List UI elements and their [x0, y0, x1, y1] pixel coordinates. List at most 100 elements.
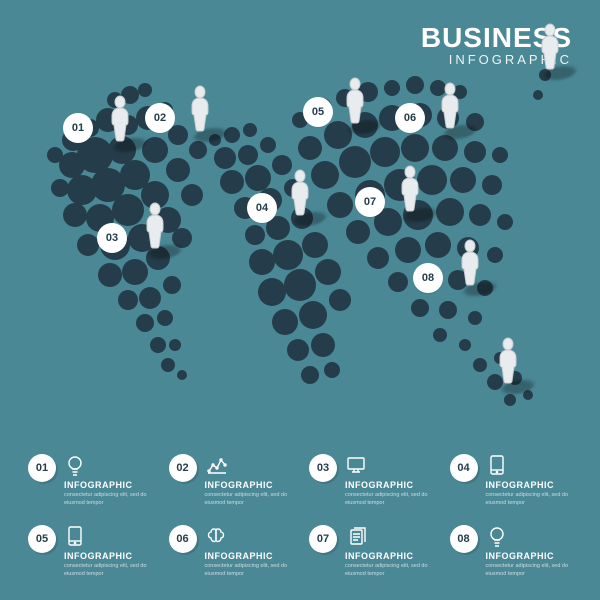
map-dot	[118, 290, 138, 310]
info-item: 06INFOGRAPHICconsectetur adipiscing elit…	[169, 525, 292, 578]
info-number-badge: 03	[309, 454, 337, 482]
map-dot	[464, 141, 486, 163]
map-dot	[163, 276, 181, 294]
docs-icon	[345, 525, 432, 547]
info-title: INFOGRAPHIC	[486, 480, 573, 490]
person-pin-icon	[187, 84, 213, 138]
info-item: 08 INFOGRAPHICconsectetur adipiscing elit…	[450, 525, 573, 578]
map-dot	[388, 272, 408, 292]
info-title: INFOGRAPHIC	[64, 480, 151, 490]
person-pin-icon	[142, 201, 168, 255]
chart-icon	[205, 454, 292, 476]
map-dot	[468, 311, 482, 325]
person-pin-icon	[495, 336, 521, 390]
map-dot	[311, 333, 335, 357]
map-dot	[384, 80, 400, 96]
map-dot	[459, 339, 471, 351]
map-badge: 08	[413, 263, 443, 293]
map-dot	[492, 147, 508, 163]
map-dot	[166, 158, 190, 182]
map-dot	[504, 394, 516, 406]
map-badge: 06	[395, 103, 425, 133]
map-dot	[249, 249, 275, 275]
map-dot	[243, 123, 257, 137]
info-number-badge: 04	[450, 454, 478, 482]
info-item: 07 INFOGRAPHICconsectetur adipiscing elit…	[309, 525, 432, 578]
map-badge: 03	[97, 223, 127, 253]
map-dot	[169, 339, 181, 351]
map-dot	[329, 289, 351, 311]
map-dot	[260, 137, 276, 153]
info-number-badge: 05	[28, 525, 56, 553]
tablet-icon	[486, 454, 573, 476]
info-title: INFOGRAPHIC	[486, 551, 573, 561]
info-text: INFOGRAPHICconsectetur adipiscing elit, …	[486, 525, 573, 578]
map-dot	[298, 136, 322, 160]
map-dot	[122, 259, 148, 285]
info-title: INFOGRAPHIC	[205, 551, 292, 561]
map-dot	[370, 137, 400, 167]
map-dot	[301, 366, 319, 384]
info-text: INFOGRAPHICconsectetur adipiscing elit, …	[345, 525, 432, 578]
tablet-icon	[64, 525, 151, 547]
map-dot	[157, 310, 173, 326]
map-dot	[273, 240, 303, 270]
person-pin-icon	[342, 76, 368, 130]
person-pin-icon	[437, 81, 463, 135]
map-dot	[425, 232, 451, 258]
map-dot	[299, 301, 327, 329]
map-dot	[214, 147, 236, 169]
info-grid: 01 INFOGRAPHIC consectetur adipiscing elit…	[28, 454, 572, 578]
info-desc: consectetur adipiscing elit, sed do eius…	[64, 563, 151, 578]
info-text: INFOGRAPHIC consectetur adipiscing elit, …	[345, 454, 432, 507]
info-number-badge: 08	[450, 525, 478, 553]
map-dot	[272, 309, 298, 335]
map-dot	[450, 167, 476, 193]
info-item: 02 INFOGRAPHICconsectetur adipiscing elit…	[169, 454, 292, 507]
info-title: INFOGRAPHIC	[345, 480, 432, 490]
map-badge: 07	[355, 187, 385, 217]
map-dot	[497, 214, 513, 230]
map-dot	[395, 237, 421, 263]
map-dot	[284, 269, 316, 301]
map-dot	[139, 287, 161, 309]
monitor-icon	[345, 454, 432, 476]
map-dot	[487, 247, 503, 263]
info-text: INFOGRAPHICconsectetur adipiscing elit, …	[64, 525, 151, 578]
person-pin-icon	[537, 22, 563, 76]
map-dot	[315, 259, 341, 285]
person-pin-icon	[457, 238, 483, 292]
map-dot	[439, 301, 457, 319]
map-dot	[220, 170, 244, 194]
map-dot	[473, 358, 487, 372]
map-dot	[238, 145, 258, 165]
map-dot	[245, 225, 265, 245]
infographic-canvas: BUSINESS INFOGRAPHIC 0102030405060708 01…	[0, 0, 600, 600]
map-dot	[327, 192, 353, 218]
info-text: INFOGRAPHICconsectetur adipiscing elit, …	[205, 454, 292, 507]
info-number-badge: 02	[169, 454, 197, 482]
map-dot	[436, 198, 464, 226]
map-dot	[339, 146, 371, 178]
map-dot	[346, 220, 370, 244]
map-dot	[302, 232, 328, 258]
info-desc: consectetur adipiscing elit, sed do eius…	[205, 492, 292, 507]
info-number-badge: 01	[28, 454, 56, 482]
info-desc: consectetur adipiscing elit, sed do eius…	[345, 492, 432, 507]
map-dot	[482, 175, 502, 195]
info-text: INFOGRAPHICconsectetur adipiscing elit, …	[205, 525, 292, 578]
info-item: 01 INFOGRAPHIC consectetur adipiscing elit…	[28, 454, 151, 507]
info-desc: consectetur adipiscing elit, sed do eius…	[64, 492, 151, 507]
map-dot	[112, 194, 144, 226]
brain-icon	[205, 525, 292, 547]
map-dot	[287, 339, 309, 361]
map-badge: 01	[63, 113, 93, 143]
map-badge: 04	[247, 193, 277, 223]
bulb-icon	[486, 525, 573, 547]
info-text: INFOGRAPHIC consectetur adipiscing elit, …	[64, 454, 151, 507]
info-title: INFOGRAPHIC	[345, 551, 432, 561]
map-dot	[401, 134, 429, 162]
info-number-badge: 07	[309, 525, 337, 553]
map-dot	[367, 247, 389, 269]
map-dot	[98, 263, 122, 287]
